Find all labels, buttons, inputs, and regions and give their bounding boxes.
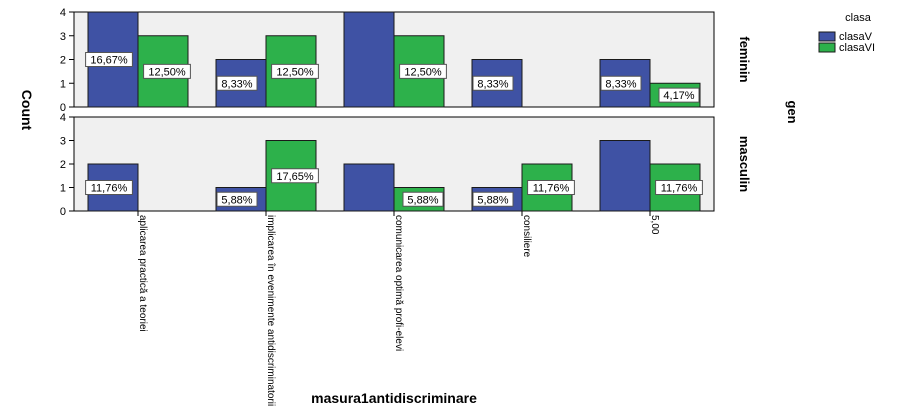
x-category-label: comunicarea optimă profi-elevi — [393, 215, 404, 351]
data-label: 4,17% — [663, 90, 694, 102]
data-label-box — [658, 87, 700, 103]
x-category-label: consiliere — [521, 215, 532, 258]
bar — [599, 140, 651, 212]
x-category-label: aplicarea practică a teoriei — [137, 215, 148, 332]
data-label: 12,50% — [404, 66, 442, 78]
bar — [343, 11, 395, 108]
legend-swatch — [818, 31, 836, 42]
data-label-box — [472, 75, 514, 91]
data-label: 11,76% — [91, 183, 128, 195]
legend-label: clasaVI — [839, 42, 875, 54]
data-label-box — [600, 75, 642, 91]
data-label: 5,88% — [477, 194, 508, 206]
data-label-box — [216, 75, 258, 91]
data-label-box — [271, 63, 319, 79]
data-label-box — [85, 180, 133, 195]
data-label-box — [85, 52, 133, 67]
data-label: 8,33% — [477, 78, 508, 90]
data-label: 16,67% — [90, 55, 128, 67]
legend-label: clasaV — [839, 31, 873, 43]
facet-label: masculin — [737, 136, 752, 192]
data-label: 12,50% — [276, 66, 314, 78]
data-label-box — [655, 180, 703, 195]
y-tick-label: 2 — [60, 55, 66, 67]
data-label-box — [399, 63, 447, 79]
legend-title: clasa — [845, 12, 872, 24]
x-axis-title: masura1antidiscriminare — [311, 390, 477, 406]
y-tick-label: 4 — [60, 7, 66, 19]
legend-swatch — [818, 42, 836, 53]
y-tick-label: 1 — [60, 78, 66, 90]
data-label: 11,76% — [661, 183, 698, 195]
y-tick-label: 3 — [60, 31, 66, 43]
data-label-box — [271, 168, 319, 184]
bar — [343, 163, 395, 212]
y-tick-label: 0 — [60, 102, 66, 114]
data-label-box — [472, 191, 514, 207]
data-label: 8,33% — [605, 78, 636, 90]
y-tick-label: 4 — [60, 112, 66, 124]
y-tick-label: 2 — [60, 159, 66, 171]
data-label: 11,76% — [533, 183, 570, 195]
data-label: 12,50% — [148, 66, 186, 78]
x-category-label: 5,00 — [649, 215, 660, 235]
facet-label: feminin — [737, 36, 752, 82]
data-label: 5,88% — [221, 194, 252, 206]
y-tick-label: 1 — [60, 183, 66, 195]
data-label: 17,65% — [276, 171, 314, 183]
data-label-box — [527, 180, 575, 195]
data-label-box — [216, 191, 258, 207]
data-label-box — [143, 63, 191, 79]
y-tick-label: 0 — [60, 206, 66, 218]
panel-dimension-label: gen — [785, 100, 800, 123]
data-label-box — [402, 191, 444, 207]
data-label: 5,88% — [407, 194, 438, 206]
y-axis-title: Count — [19, 90, 35, 131]
x-category-label: implicarea în evenimente antidiscriminat… — [265, 215, 276, 406]
y-tick-label: 3 — [60, 136, 66, 148]
data-label: 8,33% — [221, 78, 252, 90]
